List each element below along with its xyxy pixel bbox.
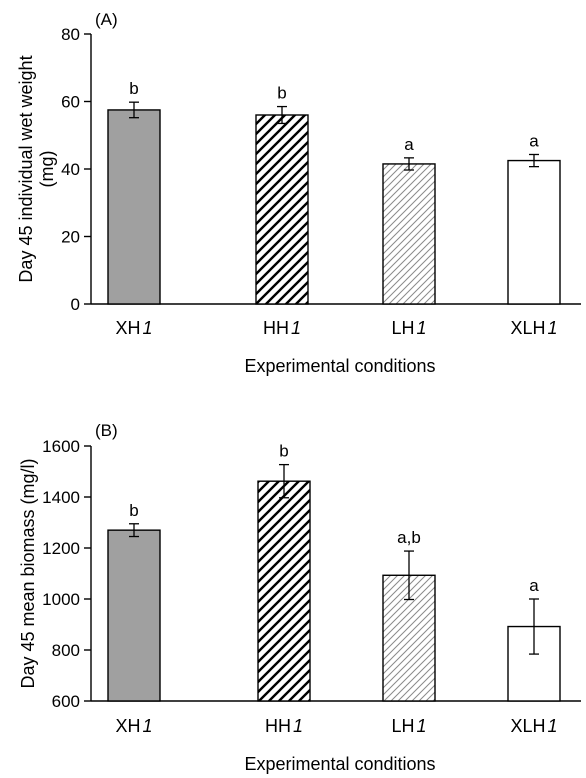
x-tick-label: XH 1 <box>115 318 152 338</box>
chart-panel-b: 600 800 1000 1200 1400 1600 (B) Day 45 mean bio… <box>18 421 581 774</box>
y-tick-label: 1600 <box>42 437 80 456</box>
panel-label: (A) <box>95 10 118 29</box>
x-tick-label: XH 1 <box>115 716 152 736</box>
x-tick-label-suffix: 1 <box>291 318 301 338</box>
x-tick-label-suffix: 1 <box>417 716 427 736</box>
x-tick-label-base: LH <box>391 716 414 736</box>
x-axis-title: Experimental conditions <box>244 356 435 376</box>
y-tick-label: 80 <box>61 25 80 44</box>
significance-label: b <box>277 84 286 103</box>
y-tick-label: 1200 <box>42 539 80 558</box>
y-axis-title: Day 45 individual wet weight <box>16 55 36 282</box>
x-axis-title: Experimental conditions <box>244 754 435 774</box>
x-tick-label-suffix: 1 <box>143 716 153 736</box>
bar <box>107 529 161 702</box>
significance-label: a <box>529 576 539 595</box>
significance-label: a,b <box>397 528 421 547</box>
significance-label: a <box>529 131 539 150</box>
x-tick-label: HH 1 <box>265 716 303 736</box>
x-tick-label-base: LH <box>391 318 414 338</box>
x-tick-label-suffix: 1 <box>417 318 427 338</box>
y-tick-label: 0 <box>71 295 80 314</box>
x-tick-label-base: XH <box>115 318 140 338</box>
y-tick-label: 60 <box>61 93 80 112</box>
x-tick-label-base: HH <box>265 716 291 736</box>
y-axis-title: Day 45 mean biomass (mg/l) <box>18 458 38 688</box>
bar <box>382 574 436 702</box>
significance-label: b <box>279 442 288 461</box>
x-tick-label-suffix: 1 <box>143 318 153 338</box>
x-tick-label: HH 1 <box>263 318 301 338</box>
bar <box>255 114 309 305</box>
bar <box>257 480 311 702</box>
x-tick-label: LH 1 <box>391 716 426 736</box>
y-tick-label: 40 <box>61 160 80 179</box>
y-tick-label: 20 <box>61 228 80 247</box>
significance-label: b <box>129 501 138 520</box>
x-tick-label: XLH 1 <box>510 716 557 736</box>
y-tick-label: 600 <box>52 692 80 711</box>
x-tick-label-base: XLH <box>510 318 545 338</box>
x-tick-label-suffix: 1 <box>548 318 558 338</box>
x-tick-label-suffix: 1 <box>293 716 303 736</box>
y-tick-label: 1000 <box>42 590 80 609</box>
x-tick-label: LH 1 <box>391 318 426 338</box>
bar <box>507 159 561 305</box>
bar <box>382 163 436 305</box>
chart-panel-a: 0 20 40 60 80 (A) Day 45 individual wet weight… <box>16 10 581 376</box>
panel-label: (B) <box>95 421 118 440</box>
bar <box>107 109 161 305</box>
x-tick-label-base: XLH <box>510 716 545 736</box>
significance-label: b <box>129 79 138 98</box>
x-tick-label-suffix: 1 <box>548 716 558 736</box>
significance-label: a <box>404 135 414 154</box>
x-tick-label-base: XH <box>115 716 140 736</box>
x-tick-label-base: HH <box>263 318 289 338</box>
y-axis-title: (mg) <box>37 151 57 188</box>
bar <box>507 625 561 702</box>
y-tick-label: 800 <box>52 641 80 660</box>
x-tick-label: XLH 1 <box>510 318 557 338</box>
y-tick-label: 1400 <box>42 488 80 507</box>
